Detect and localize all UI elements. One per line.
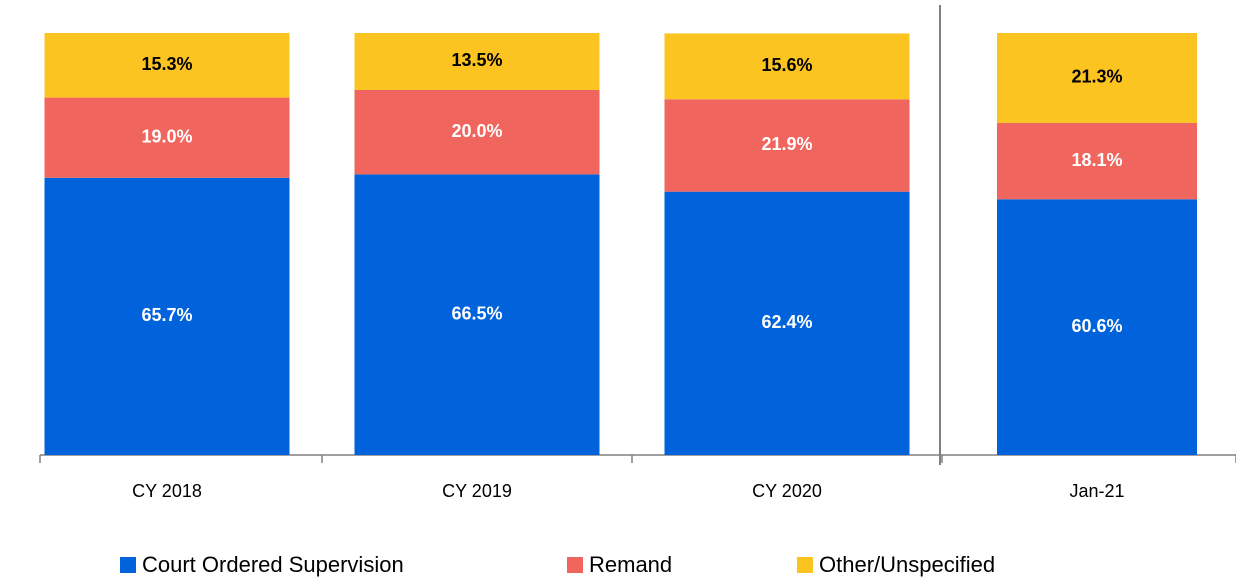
bar-segment — [354, 174, 600, 455]
value-label: 19.0% — [141, 126, 192, 146]
x-tick-label: Jan-21 — [1069, 481, 1124, 501]
legend-swatch — [797, 557, 813, 573]
bar-segment — [44, 33, 290, 98]
legend-swatch — [567, 557, 583, 573]
bar-segment — [354, 89, 600, 175]
bar-segment — [997, 33, 1197, 123]
value-label: 21.9% — [761, 134, 812, 154]
x-tick-label: CY 2020 — [752, 481, 822, 501]
value-label: 66.5% — [451, 303, 502, 323]
value-label: 60.6% — [1071, 316, 1122, 336]
bar-segment — [44, 97, 290, 178]
value-label: 13.5% — [451, 50, 502, 70]
value-label: 15.3% — [141, 54, 192, 74]
x-tick-label: CY 2018 — [132, 481, 202, 501]
value-label: 18.1% — [1071, 150, 1122, 170]
legend-label: Court Ordered Supervision — [142, 552, 404, 577]
bar-segment — [997, 199, 1197, 455]
bar-segment — [664, 33, 910, 100]
bar-segment — [44, 177, 290, 455]
value-label: 20.0% — [451, 121, 502, 141]
value-label: 21.3% — [1071, 67, 1122, 87]
legend-swatch — [120, 557, 136, 573]
bar-segment — [354, 33, 600, 90]
bar-segment — [997, 122, 1197, 200]
bar-segment — [664, 99, 910, 192]
value-label: 65.7% — [141, 305, 192, 325]
legend-label: Other/Unspecified — [819, 552, 995, 577]
value-label: 62.4% — [761, 312, 812, 332]
bar-segment — [664, 191, 910, 455]
x-tick-label: CY 2019 — [442, 481, 512, 501]
legend-label: Remand — [589, 552, 672, 577]
value-label: 15.6% — [761, 55, 812, 75]
